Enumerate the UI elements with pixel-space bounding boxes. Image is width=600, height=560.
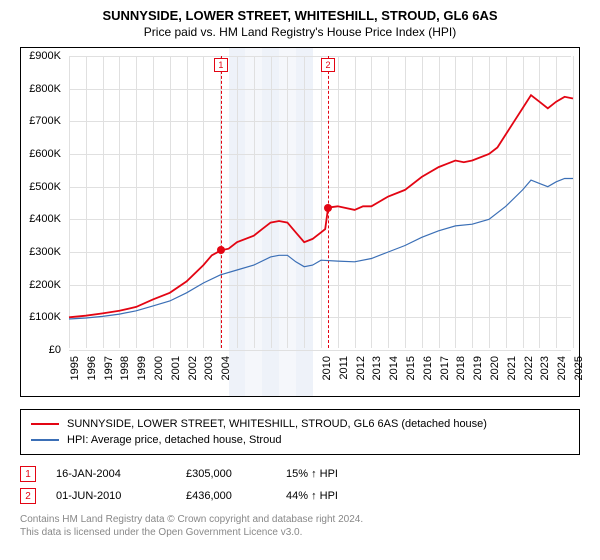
legend-label: SUNNYSIDE, LOWER STREET, WHITESHILL, STR…: [67, 418, 487, 430]
chart-subtitle: Price paid vs. HM Land Registry's House …: [0, 23, 600, 47]
marker-dot: [324, 204, 332, 212]
sale-diff: 15% ↑ HPI: [286, 468, 366, 480]
legend-item: SUNNYSIDE, LOWER STREET, WHITESHILL, STR…: [31, 416, 569, 432]
sale-price: £305,000: [186, 468, 266, 480]
legend-item: HPI: Average price, detached house, Stro…: [31, 432, 569, 448]
sale-index: 2: [20, 488, 36, 504]
sales-list: 1 16-JAN-2004 £305,000 15% ↑ HPI 2 01-JUN-201…: [20, 463, 580, 507]
chart-svg: [21, 48, 581, 398]
chart-area: £0£100K£200K£300K£400K£500K£600K£700K£80…: [20, 47, 580, 397]
credits-line-1: Contains HM Land Registry data © Crown c…: [20, 513, 580, 526]
series-line: [69, 95, 573, 317]
sale-row: 2 01-JUN-2010 £436,000 44% ↑ HPI: [20, 485, 580, 507]
legend-swatch: [31, 423, 59, 425]
legend-swatch: [31, 439, 59, 441]
sale-row: 1 16-JAN-2004 £305,000 15% ↑ HPI: [20, 463, 580, 485]
marker-dot: [217, 246, 225, 254]
sale-index: 1: [20, 466, 36, 482]
series-line: [69, 179, 573, 320]
sale-price: £436,000: [186, 490, 266, 502]
sale-diff: 44% ↑ HPI: [286, 490, 366, 502]
sale-date: 16-JAN-2004: [56, 468, 166, 480]
marker-index-box: 2: [321, 58, 335, 72]
credits-line-2: This data is licensed under the Open Gov…: [20, 526, 580, 539]
legend: SUNNYSIDE, LOWER STREET, WHITESHILL, STR…: [20, 409, 580, 455]
legend-label: HPI: Average price, detached house, Stro…: [67, 434, 281, 446]
marker-index-box: 1: [214, 58, 228, 72]
sale-date: 01-JUN-2010: [56, 490, 166, 502]
chart-title: SUNNYSIDE, LOWER STREET, WHITESHILL, STR…: [0, 0, 600, 23]
credits: Contains HM Land Registry data © Crown c…: [20, 513, 580, 539]
